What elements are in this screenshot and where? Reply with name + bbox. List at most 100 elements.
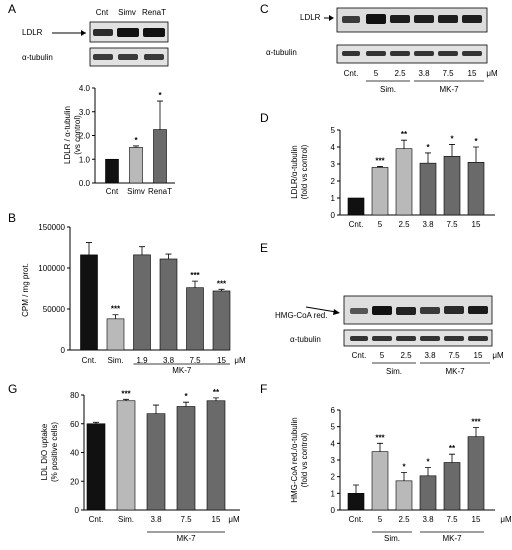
chart-b-y-tick-label: 100000 [38,264,65,273]
blot-a-band [93,54,113,60]
panel-letter-c: C [260,2,269,16]
blot-e-lane: 5 [380,351,385,360]
blot-a-lane-renat: RenaT [142,8,166,17]
chart-d-y-tick-label: 2 [331,177,336,186]
blot-c-band [390,51,410,56]
chart-f-category-label: 5 [378,515,383,524]
chart-d-significance: *** [375,157,385,166]
blot-e-hmg-strip [343,295,493,325]
chart-a-bar [153,129,167,184]
chart-f-error-bar [377,442,383,452]
chart-d-y-tick-label: 5 [331,126,336,135]
blot-e-tubulin-strip [343,329,493,347]
chart-a-y-tick-label: 3.0 [79,108,91,117]
chart-g-bar [86,423,106,511]
chart-g-error-bar [93,421,99,424]
chart-g-group-label: MK-7 [176,534,196,543]
chart-b-category-label: 1.9 [136,356,148,365]
blot-c-band [438,51,458,56]
chart-d-significance: * [450,134,454,143]
blot-e-band [444,306,464,314]
chart-g-category-label: 3.8 [150,515,162,524]
panel-letter-e: E [260,241,268,255]
chart-a-significance: * [158,91,162,100]
blot-e-lane: 15 [474,351,483,360]
blot-a-lane-simv: Simv [118,8,136,17]
chart-a-bar [105,158,119,184]
blot-e-row-tubulin: α-tubulin [290,335,321,344]
chart-d-bar [371,167,389,216]
chart-a-category-label: RenaT [148,187,172,196]
chart-f-group-label: MK-7 [442,534,462,543]
chart-d-y-tick-label: 1 [331,194,336,203]
blot-e-band [468,336,488,341]
blot-a-row-ldlr: LDLR [22,28,43,37]
chart-d-y-tick-label: 0 [331,211,336,220]
chart-a-y-tick-label: 2.0 [79,132,91,141]
chart-g-significance: *** [121,389,131,398]
blot-e-group-mk7: MK-7 [445,367,465,376]
blot-c-unit: μM [486,69,498,78]
chart-f-bar [467,436,485,511]
chart-a-bar [129,147,143,184]
blot-e-unit: μM [492,351,504,360]
chart-g-unit-label: μM [228,515,240,524]
blot-c-row-ldlr: LDLR [300,13,321,22]
chart-d-bar [467,162,485,216]
chart-f-bar [371,451,389,511]
chart-f-y-label: (fold vs control) [300,432,309,487]
blot-e-lane: 7.5 [448,351,460,360]
chart-b-group-label: MK-7 [172,366,192,375]
chart-g-category-label: Cnt. [89,515,104,524]
chart-a-error-bar [157,100,163,130]
chart-b-bar [212,290,231,351]
chart-b-y-tick-label: 150000 [38,223,65,232]
chart-b-error-bar [112,314,119,319]
chart-f-y-tick-label: 0 [331,506,336,515]
chart-g-y-tick-label: 20 [70,477,79,486]
chart-f-y-label: HMG-CoA red./α-tubulin [290,417,299,503]
chart-a-y-label: LDLR / α-tubulin [63,106,72,164]
chart-b-unit-label: μM [234,356,246,365]
chart-g-bar [146,413,166,511]
chart-b-significance: *** [190,271,200,280]
chart-f-category-label: 7.5 [446,515,458,524]
chart-d-significance: ** [401,130,408,139]
chart-d-category-label: 15 [472,220,481,229]
blot-c: LDLR α-tubulin Cnt. 5 2.5 3.8 7.5 15 μM … [266,7,498,94]
chart-a-category-label: Cnt [106,187,119,196]
chart-d-y-label: LDLR/α-tubulin [290,145,299,199]
blot-e-band [350,336,368,341]
blot-c-band [342,51,360,56]
chart-d-bar [395,148,413,216]
blot-e-band [444,336,464,341]
chart-b-category-label: 15 [217,356,226,365]
blot-a: Cnt Simv RenaT LDLR α-tubulin [22,8,169,67]
blot-c-band [414,51,434,56]
chart-f-bar [419,475,437,511]
chart-f-significance: *** [471,418,481,427]
chart-f-error-bar [449,453,455,463]
blot-e-band [372,306,392,315]
chart-d-y-label: (fold vs control) [300,144,309,199]
chart-f: 0 1 2 3 4 5 6 HMG-CoA red./α-tubulin (fold vs co… [290,406,512,543]
chart-d-error-bar [401,139,407,149]
chart-a-y-tick-label: 0.0 [79,179,91,188]
blot-c-band [438,15,458,23]
chart-f-y-tick-label: 5 [331,423,336,432]
chart-f-y-tick-label: 2 [331,473,336,482]
panel-letter-d: D [260,111,269,125]
blot-e-lane: Cnt. [352,351,367,360]
blot-e-band [396,336,416,341]
chart-f-significance: ** [449,444,456,453]
chart-d-y-tick-label: 3 [331,160,336,169]
blot-c-band [462,15,482,23]
blot-a-lane-cnt: Cnt [96,8,109,17]
blot-e-lane: 3.8 [424,351,436,360]
blot-a-arrowhead-ldlr [81,30,86,36]
chart-g-category-label: 7.5 [180,515,192,524]
chart-g-bar [176,406,196,511]
chart-d-category-label: 3.8 [422,220,434,229]
chart-d-bar [347,197,365,216]
